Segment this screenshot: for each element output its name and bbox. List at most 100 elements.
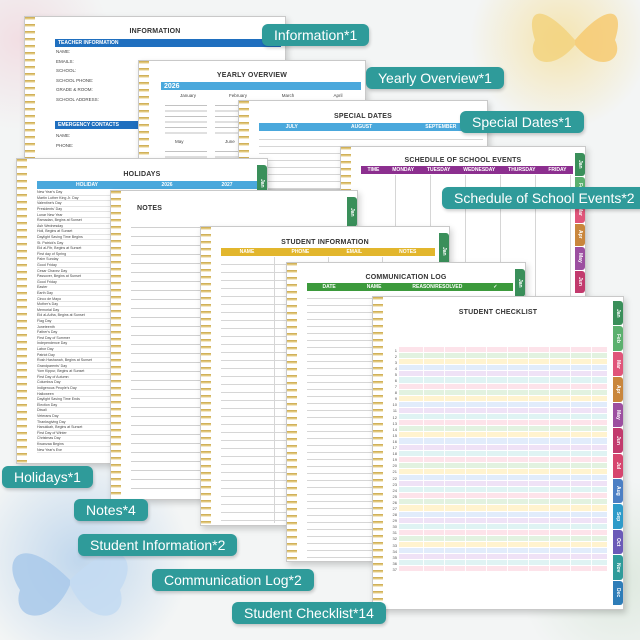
butterfly-icon (531, 13, 619, 62)
column-header: FRIDAY (548, 167, 567, 173)
holiday-name: Rosh Hashanah, Begins at Sunset (37, 358, 92, 363)
year-header: 2026 (161, 82, 361, 90)
month-label: May (175, 139, 184, 144)
field-label: EMAILS: (56, 58, 74, 64)
holiday-name: Veterans Day (37, 414, 59, 419)
holiday-name: Thanksgiving Day (37, 419, 66, 424)
month-tab-sep[interactable]: Sep (613, 504, 623, 529)
month-tab-jan[interactable]: Jan (613, 301, 623, 326)
holiday-name: Ash Wednesday (37, 223, 64, 228)
month-tab-aug[interactable]: Aug (613, 478, 623, 504)
month-tab-apr[interactable]: Apr (613, 377, 623, 402)
row-number: 20 (392, 463, 397, 469)
table-header: NAME PHONE EMAIL NOTES (221, 248, 435, 256)
row-number: 23 (392, 481, 397, 487)
holiday-name: Columbus Day (37, 380, 61, 385)
column-header: THURSDAY (508, 167, 536, 173)
column-header: EMAIL (346, 249, 362, 255)
row-number: 26 (392, 499, 397, 505)
month-tab-jul[interactable]: Jul (613, 453, 623, 478)
month-label: January (179, 93, 196, 98)
month-label: March (281, 93, 295, 98)
field-label: SCHOOL PHONE: (56, 77, 94, 83)
month-tab-jan[interactable]: Jan (439, 233, 449, 269)
holiday-name: St. Patrick's Day (37, 240, 64, 245)
holiday-name: New Year's Day (37, 190, 63, 195)
row-number: 34 (392, 548, 397, 554)
holiday-name: Flag Day (37, 318, 52, 323)
holiday-name: Yom Kippur, Begins at Sunset (37, 369, 85, 374)
column-header: PHONE (291, 249, 310, 255)
holiday-name: Palm Sunday (37, 257, 59, 262)
column-header: AUGUST (351, 124, 373, 130)
field-label: NAME: (56, 49, 71, 54)
holiday-name: Good Friday (37, 279, 57, 284)
row-number: 37 (392, 566, 397, 572)
month-tab-jan[interactable]: Jan (347, 197, 357, 227)
month-tabs: Jan (257, 165, 267, 201)
label-special-dates: Special Dates*1 (460, 111, 584, 133)
label-student-checklist: Student Checklist*14 (232, 602, 386, 624)
holiday-name: Memorial Day (37, 307, 60, 312)
row-number: 12 (392, 414, 397, 420)
month-tab-jan[interactable]: Jan (575, 153, 585, 176)
month-tab-may[interactable]: May (575, 247, 585, 270)
calendar-block (165, 101, 207, 135)
month-tab-dec[interactable]: Dec (613, 580, 623, 606)
page-title: INFORMATION (129, 28, 181, 35)
page-title: YEARLY OVERVIEW (216, 72, 288, 79)
field-label: SCHOOL: (56, 68, 77, 73)
row-number: 22 (392, 475, 397, 481)
holiday-name: Grandparents' Day (37, 363, 68, 368)
month-tab-may[interactable]: May (613, 402, 623, 428)
month-tab-nov[interactable]: Nov (613, 555, 623, 580)
column-header: SEPTEMBER (425, 124, 457, 130)
holiday-name: Juneteenth (37, 324, 55, 329)
field-label: PHONE: (56, 143, 74, 148)
row-number: 27 (392, 505, 397, 511)
holiday-name: Diwali (37, 408, 47, 413)
row-number: 29 (392, 518, 397, 524)
page-title: STUDENT INFORMATION (281, 239, 369, 246)
holiday-name: Father's Day (37, 330, 58, 335)
month-tab-jan[interactable]: Jan (257, 165, 267, 201)
holiday-name: Valentine's Day (37, 201, 62, 206)
month-tab-feb[interactable]: Feb (613, 326, 623, 351)
month-tab-oct[interactable]: Oct (613, 529, 623, 555)
row-number: 5 (394, 371, 397, 377)
row-number: 33 (392, 542, 397, 548)
table-header: TIME MONDAY TUESDAY WEDNESDAY THURSDAY F… (361, 166, 573, 174)
holiday-name: First Day of Summer (37, 335, 70, 340)
month-tab-jun[interactable]: Jun (575, 270, 585, 293)
month-label: June (225, 139, 235, 144)
table-header: HOLIDAY 2026 2027 (37, 181, 257, 189)
month-tab-mar[interactable]: Mar (575, 200, 585, 223)
row-number: 25 (392, 493, 397, 499)
holiday-name: Martin Luther King Jr. Day (37, 195, 79, 200)
table-header: JULY AUGUST SEPTEMBER (259, 123, 483, 131)
month-tab-apr[interactable]: Apr (575, 223, 585, 246)
field-label: SCHOOL ADDRESS: (56, 96, 99, 102)
month-tab-jan[interactable]: Jan (515, 269, 525, 297)
month-tab-jun[interactable]: Jun (613, 428, 623, 453)
row-number: 28 (392, 512, 397, 518)
holiday-name: Earth Day (37, 290, 53, 295)
column-header: HOLIDAY (75, 182, 99, 188)
page-title: SCHEDULE OF SCHOOL EVENTS (404, 157, 522, 164)
row-number: 15 (392, 432, 397, 438)
holiday-name: Mother's Day (37, 302, 59, 307)
field-label: GRADE & ROOM: (56, 87, 93, 92)
month-tab-mar[interactable]: Mar (613, 351, 623, 377)
month-grid: January February March April (163, 93, 363, 98)
column-header: NOTES (399, 249, 417, 255)
row-number: 11 (392, 408, 397, 414)
holiday-name: Good Friday (37, 263, 57, 268)
month-tabs: Jan Feb Mar Apr May Jun (575, 153, 585, 293)
page-title: NOTES (137, 205, 163, 212)
month-tabs: Jan (347, 197, 357, 227)
holiday-name: Hanukkah, Begins at Sunset (37, 425, 83, 430)
column-header: NAME (239, 249, 255, 255)
page-title: COMMUNICATION LOG (365, 274, 447, 281)
field-label: NAME: (56, 133, 71, 138)
column-header: ✓ (493, 284, 498, 290)
